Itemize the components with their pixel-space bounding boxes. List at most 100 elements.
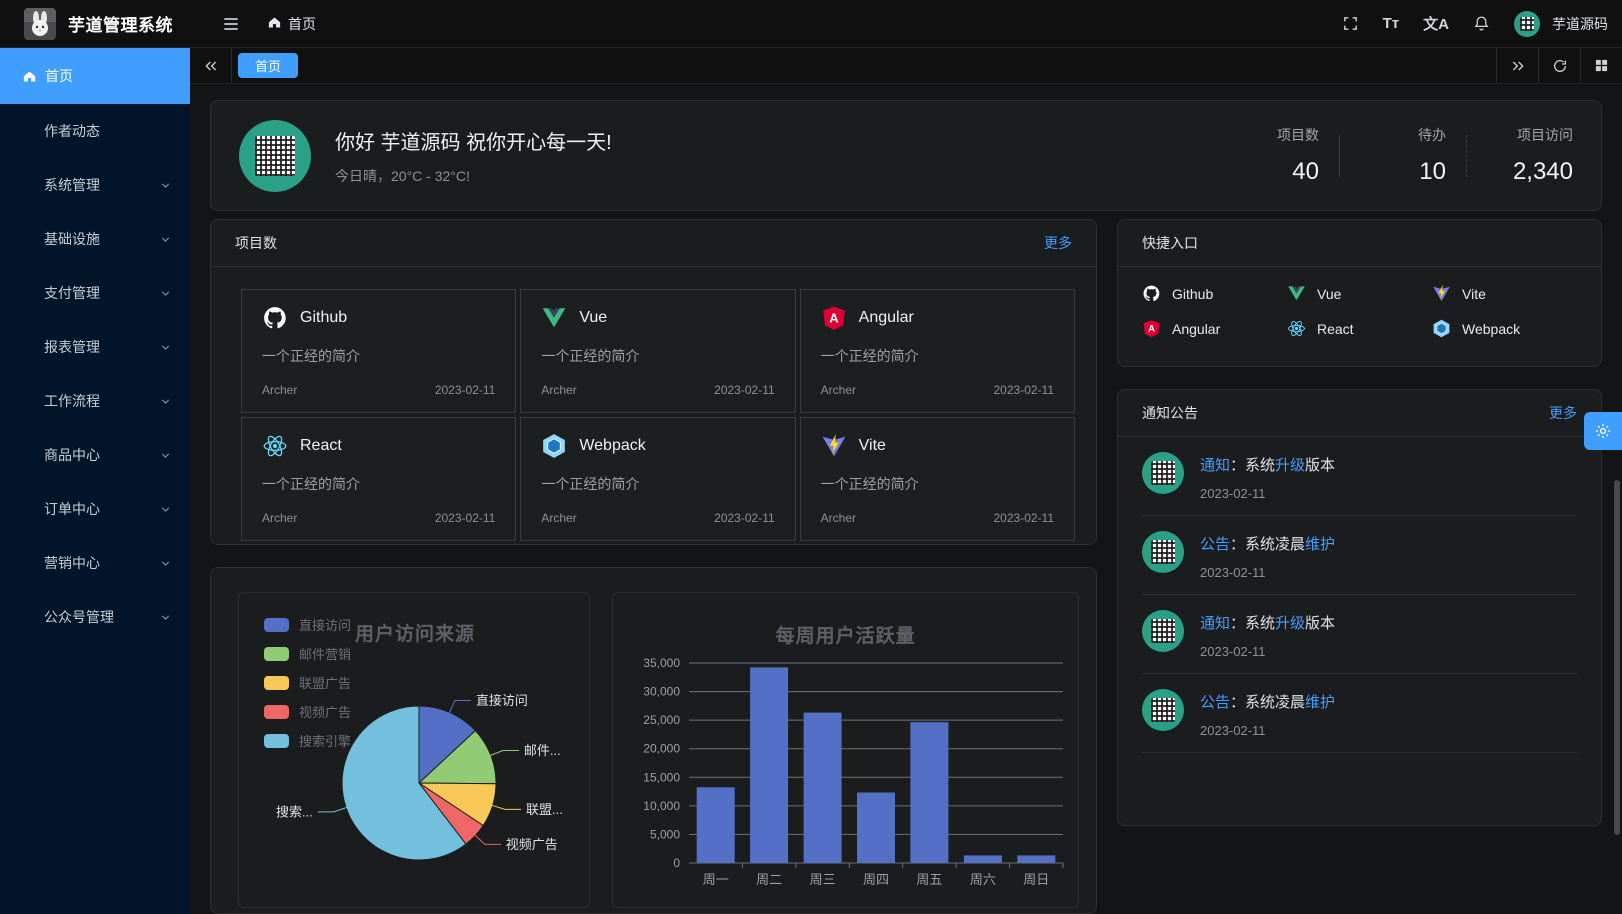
sidebar-item-2[interactable]: 系统管理 bbox=[0, 158, 190, 212]
svg-text:周六: 周六 bbox=[970, 872, 996, 887]
chevron-down-icon bbox=[159, 557, 172, 570]
svg-text:A: A bbox=[829, 310, 839, 325]
project-card-vue[interactable]: Vue 一个正经的简介 Archer 2023-02-11 bbox=[520, 289, 796, 413]
shortcut-react[interactable]: React bbox=[1287, 319, 1432, 338]
github-icon bbox=[1142, 284, 1161, 303]
sidebar: 首页 作者动态系统管理基础设施支付管理报表管理工作流程 商品中心 订单中心 营销中心公众… bbox=[0, 48, 190, 914]
breadcrumb[interactable]: 首页 bbox=[267, 14, 316, 34]
legend-swatch bbox=[264, 617, 289, 632]
layout-grid-icon[interactable] bbox=[1580, 48, 1622, 83]
sidebar-item-9[interactable]: 营销中心 bbox=[0, 536, 190, 590]
username: 芋道源码 bbox=[1552, 15, 1608, 32]
bell-icon[interactable] bbox=[1473, 15, 1490, 32]
svg-text:5,000: 5,000 bbox=[650, 827, 680, 841]
chevron-down-icon bbox=[159, 611, 172, 624]
sidebar-item-8[interactable]: 订单中心 bbox=[0, 482, 190, 536]
projects-panel: 项目数 更多 Github 一个正经的简介 Archer 2023-02-11 … bbox=[210, 219, 1097, 545]
notice-title-segment: 版本 bbox=[1305, 615, 1336, 632]
shortcut-webpack[interactable]: Webpack bbox=[1432, 319, 1577, 338]
notice-item-1[interactable]: 公告：系统凌晨维护 2023-02-11 bbox=[1142, 516, 1577, 595]
project-name: Vue bbox=[579, 309, 608, 326]
notice-item-2[interactable]: 通知：系统升级版本 2023-02-11 bbox=[1142, 595, 1577, 674]
project-card-react[interactable]: React 一个正经的简介 Archer 2023-02-11 bbox=[241, 417, 517, 541]
locale-icon[interactable]: 文A bbox=[1423, 16, 1449, 33]
greeting-panel: 你好 芋道源码 祝你开心每一天! 今日晴，20°C - 32°C! 项目数 40… bbox=[210, 100, 1602, 211]
svg-text:30,000: 30,000 bbox=[643, 685, 680, 699]
projects-panel-title: 项目数 bbox=[235, 235, 277, 251]
refresh-icon[interactable] bbox=[1538, 48, 1580, 83]
user-avatar[interactable] bbox=[1514, 10, 1540, 37]
sidebar-item-label: 报表管理 bbox=[44, 339, 100, 355]
chevron-down-icon bbox=[159, 395, 172, 408]
project-name: Webpack bbox=[579, 437, 646, 454]
legend-item[interactable]: 邮件营销 bbox=[264, 644, 351, 663]
font-size-icon[interactable]: Tᴛ bbox=[1382, 15, 1400, 32]
theme-settings-button[interactable] bbox=[1584, 412, 1622, 450]
legend-item[interactable]: 搜索引擎 bbox=[264, 731, 351, 750]
legend-label: 联盟广告 bbox=[299, 676, 352, 691]
expand-tabs-button[interactable] bbox=[1496, 48, 1538, 83]
tab-bar: 首页 bbox=[190, 48, 1622, 84]
project-card-vite[interactable]: Vite 一个正经的简介 Archer 2023-02-11 bbox=[799, 417, 1075, 541]
project-desc: 一个正经的简介 bbox=[820, 348, 919, 364]
svg-text:A: A bbox=[1148, 324, 1155, 335]
shortcut-angular[interactable]: A Angular bbox=[1142, 319, 1287, 338]
project-desc: 一个正经的简介 bbox=[820, 476, 919, 492]
pie-chart-title: 用户访问来源 bbox=[355, 624, 476, 645]
stat-label: 待办 bbox=[1418, 127, 1446, 143]
app-header: 芋道管理系统 首页 Tᴛ 文A 芋道源码 bbox=[0, 0, 1622, 48]
shortcut-vue[interactable]: Vue bbox=[1287, 284, 1432, 303]
legend-item[interactable]: 直接访问 bbox=[264, 615, 351, 634]
shortcuts-panel-title: 快捷入口 bbox=[1142, 235, 1198, 251]
menu-toggle-icon[interactable] bbox=[221, 14, 241, 34]
chevron-down-icon bbox=[159, 341, 172, 354]
fullscreen-icon[interactable] bbox=[1342, 15, 1359, 32]
project-date: 2023-02-11 bbox=[434, 511, 496, 525]
legend-item[interactable]: 联盟广告 bbox=[264, 673, 351, 692]
svg-text:直接访问: 直接访问 bbox=[476, 693, 528, 708]
notice-title: 通知：系统升级版本 bbox=[1200, 454, 1335, 475]
legend-swatch bbox=[264, 733, 289, 748]
legend-item[interactable]: 视频广告 bbox=[264, 702, 351, 721]
project-name: Vite bbox=[858, 437, 886, 454]
sidebar-item-label: 系统管理 bbox=[44, 177, 100, 193]
legend-label: 视频广告 bbox=[299, 705, 352, 720]
sidebar-item-label: 公众号管理 bbox=[44, 609, 114, 625]
sidebar-item-home[interactable]: 首页 bbox=[0, 48, 190, 104]
sidebar-item-10[interactable]: 公众号管理 bbox=[0, 590, 190, 644]
notice-item-3[interactable]: 公告：系统凌晨维护 2023-02-11 bbox=[1142, 674, 1577, 753]
collapse-tabs-button[interactable] bbox=[190, 48, 232, 83]
sidebar-item-7[interactable]: 商品中心 bbox=[0, 428, 190, 482]
notice-date: 2023-02-11 bbox=[1200, 565, 1266, 580]
notice-title-segment: 公告 bbox=[1200, 536, 1231, 553]
projects-more-link[interactable]: 更多 bbox=[1044, 235, 1072, 251]
pie-chart: 直接访问邮件...联盟...视频广告搜索... bbox=[276, 693, 563, 861]
sidebar-item-6[interactable]: 工作流程 bbox=[0, 374, 190, 428]
notice-item-0[interactable]: 通知：系统升级版本 2023-02-11 bbox=[1142, 437, 1577, 516]
project-card-webpack[interactable]: Webpack 一个正经的简介 Archer 2023-02-11 bbox=[520, 417, 796, 541]
sidebar-item-label: 支付管理 bbox=[44, 285, 100, 301]
project-card-github[interactable]: Github 一个正经的简介 Archer 2023-02-11 bbox=[241, 289, 517, 413]
svg-text:联盟...: 联盟... bbox=[526, 802, 563, 817]
sidebar-item-4[interactable]: 支付管理 bbox=[0, 266, 190, 320]
stat-divider bbox=[1339, 134, 1340, 177]
sidebar-item-5[interactable]: 报表管理 bbox=[0, 320, 190, 374]
project-author: Archer bbox=[262, 511, 298, 525]
sidebar-item-3[interactable]: 基础设施 bbox=[0, 212, 190, 266]
notices-more-link[interactable]: 更多 bbox=[1549, 405, 1577, 421]
tab-home[interactable]: 首页 bbox=[238, 53, 299, 78]
home-icon bbox=[22, 69, 37, 84]
project-name: Github bbox=[300, 309, 348, 326]
svg-text:25,000: 25,000 bbox=[643, 713, 680, 727]
shortcut-github[interactable]: Github bbox=[1142, 284, 1287, 303]
project-desc: 一个正经的简介 bbox=[262, 348, 360, 364]
shortcut-vite[interactable]: Vite bbox=[1432, 284, 1577, 303]
scrollbar-thumb[interactable] bbox=[1614, 480, 1620, 835]
app-title: 芋道管理系统 bbox=[68, 16, 173, 35]
sidebar-item-1[interactable]: 作者动态 bbox=[0, 104, 190, 158]
chevron-down-icon bbox=[159, 233, 172, 246]
notice-avatar bbox=[1142, 452, 1184, 494]
project-card-angular[interactable]: A Angular 一个正经的简介 Archer 2023-02-11 bbox=[799, 289, 1075, 413]
chevron-down-icon bbox=[159, 449, 172, 462]
chevron-down-icon bbox=[159, 287, 172, 300]
